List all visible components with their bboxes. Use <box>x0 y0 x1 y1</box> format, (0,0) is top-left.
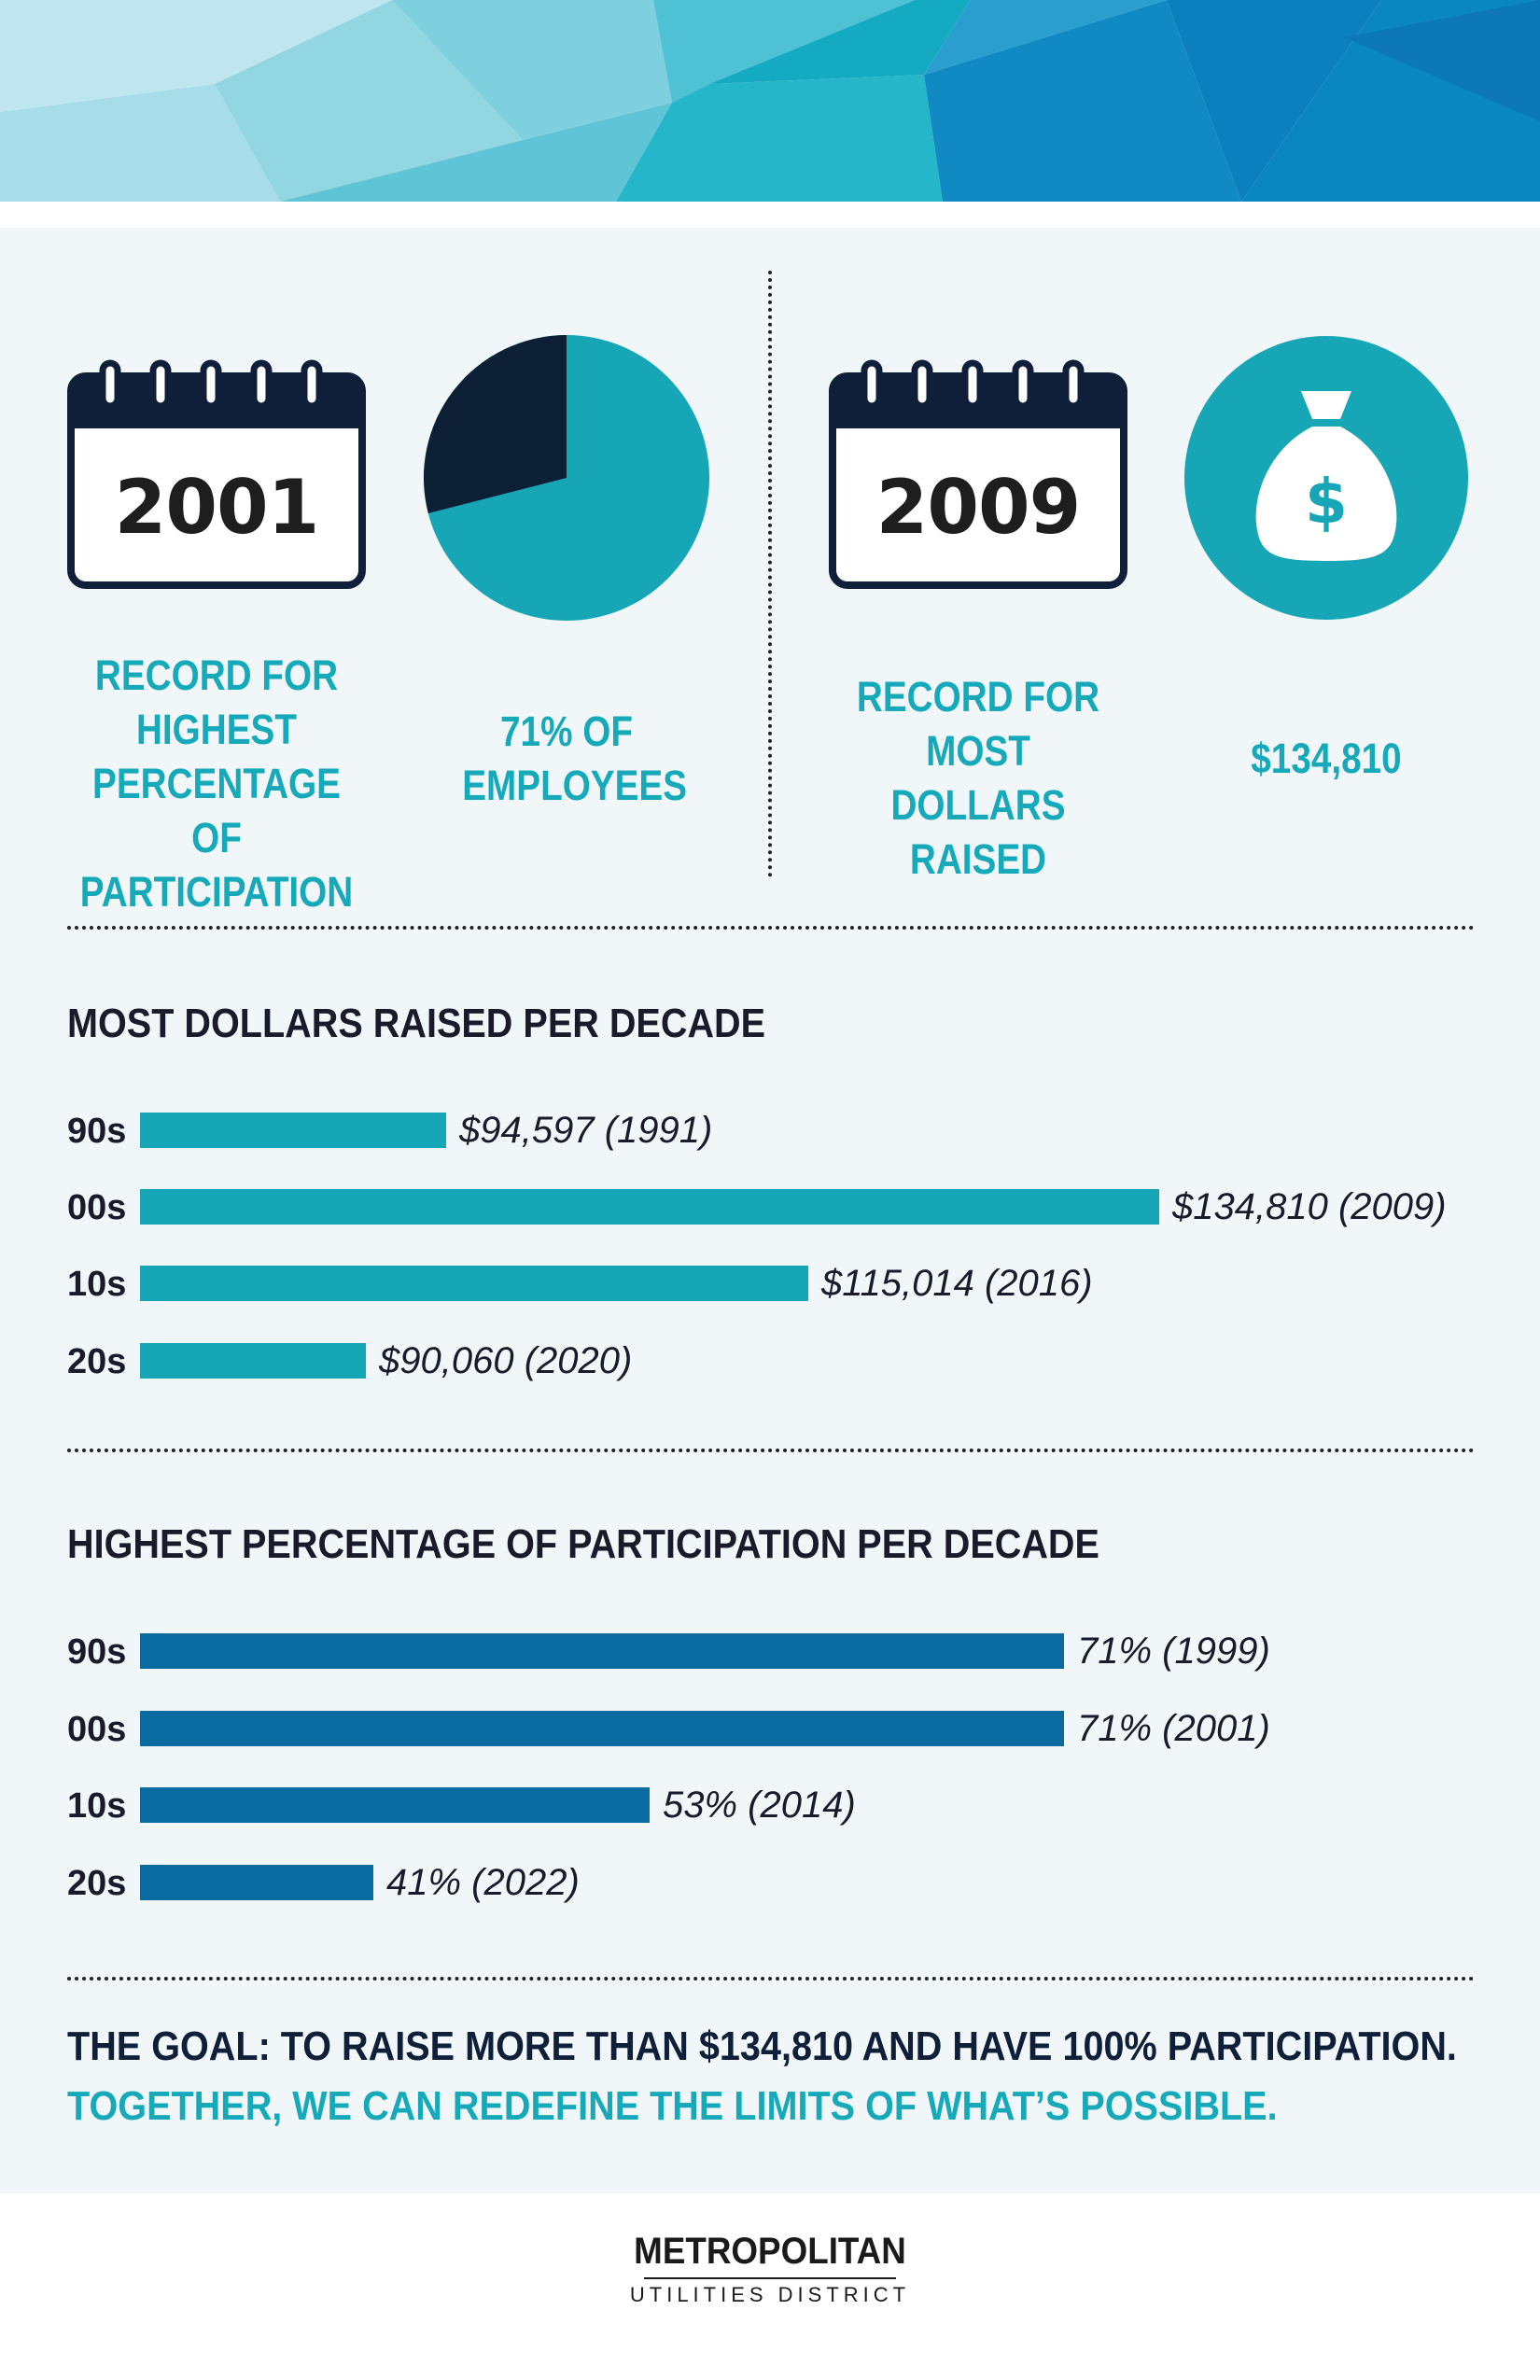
bar-20s <box>140 1865 373 1900</box>
dollars-record-value: $134,810 <box>1251 735 1402 782</box>
section-divider <box>67 1449 1475 1452</box>
banner-shard <box>0 0 392 112</box>
banner-shard <box>924 0 1241 202</box>
section-divider <box>67 926 1475 930</box>
calendar-2001: 2001 <box>67 359 366 593</box>
company-logo-wordmark: METROPOLITAN <box>634 2231 906 2272</box>
banner-shard <box>0 84 280 202</box>
bar-category-label: 90s <box>67 1632 127 1672</box>
banner-shard <box>709 0 971 84</box>
bar-category-label: 10s <box>67 1786 127 1826</box>
money-bag-badge: $ <box>1184 336 1468 620</box>
banner-shard <box>1344 0 1540 121</box>
bar-90s <box>140 1113 446 1148</box>
bar-90s <box>140 1633 1064 1669</box>
bar-value-label: $134,810 (2009) <box>1172 1186 1447 1227</box>
participation-record-label: RECORD FOR HIGHEST PERCENTAGE OF PARTICI… <box>79 651 354 916</box>
bar-value-label: 71% (2001) <box>1077 1708 1270 1749</box>
bar-category-label: 20s <box>67 1864 127 1903</box>
decorative-banner <box>0 0 1540 202</box>
bar-category-label: 00s <box>67 1188 127 1227</box>
logo-divider <box>644 2277 896 2279</box>
bar-10s <box>140 1266 808 1301</box>
bar-10s <box>140 1787 650 1823</box>
calendar-icon <box>67 359 366 589</box>
banner-shard <box>392 0 672 140</box>
participation-chart-title: HIGHEST PERCENTAGE OF PARTICIPATION PER … <box>67 1521 1099 1567</box>
bar-00s <box>140 1711 1064 1746</box>
bar-00s <box>140 1189 1159 1225</box>
svg-text:$: $ <box>1305 466 1348 538</box>
dollars-chart-title: MOST DOLLARS RAISED PER DECADE <box>67 1001 766 1046</box>
goal-tagline: TOGETHER, WE CAN REDEFINE THE LIMITS OF … <box>67 2083 1278 2129</box>
bar-category-label: 10s <box>67 1265 127 1304</box>
bar-value-label: 53% (2014) <box>663 1785 856 1826</box>
banner-shard <box>215 0 523 202</box>
dollars-record-label: RECORD FOR MOST DOLLARS RAISED <box>856 673 1100 883</box>
section-divider <box>67 1977 1475 1981</box>
bar-category-label: 00s <box>67 1710 127 1749</box>
calendar-2009: 2009 <box>829 359 1127 593</box>
goal-statement: THE GOAL: TO RAISE MORE THAN $134,810 AN… <box>67 2023 1457 2069</box>
vertical-divider <box>768 271 772 877</box>
pie-remainder-slice <box>424 335 567 513</box>
bar-value-label: $115,014 (2016) <box>821 1263 1093 1304</box>
bar-category-label: 20s <box>67 1342 127 1381</box>
banner-shard <box>1167 0 1381 202</box>
bar-value-label: $90,060 (2020) <box>379 1340 633 1381</box>
calendar-icon <box>829 359 1127 589</box>
bar-20s <box>140 1343 366 1379</box>
participation-record-value: 71% OF EMPLOYEES <box>462 707 688 809</box>
calendar-year: 2009 <box>875 464 1082 551</box>
company-logo-subtitle: UTILITIES DISTRICT <box>629 2283 911 2306</box>
money-bag-icon: $ <box>1255 391 1397 561</box>
bar-value-label: 41% (2022) <box>386 1862 580 1903</box>
bar-value-label: $94,597 (1991) <box>459 1110 713 1151</box>
banner-shard <box>616 75 943 202</box>
bar-value-label: 71% (1999) <box>1077 1631 1270 1672</box>
bar-category-label: 90s <box>67 1112 127 1151</box>
banner-shard <box>280 103 672 202</box>
banner-shard <box>653 0 915 103</box>
calendar-year: 2001 <box>114 464 320 551</box>
participation-pie-chart <box>424 335 709 621</box>
